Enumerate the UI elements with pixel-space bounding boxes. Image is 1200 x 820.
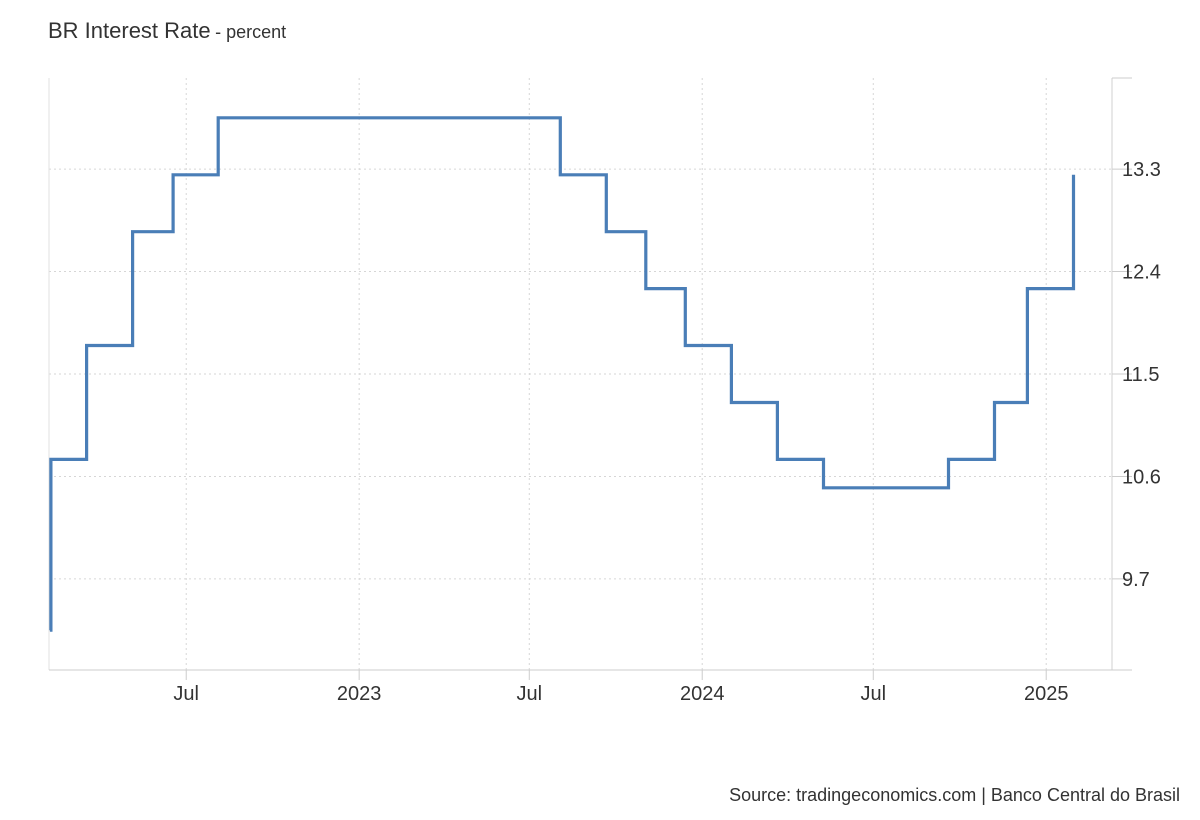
x-tick-label: 2023 [337,683,382,705]
x-tick-label: Jul [516,683,542,705]
chart-title: BR Interest Rate [48,18,211,43]
x-tick-label: 2025 [1024,683,1069,705]
x-tick-label: 2024 [680,683,725,705]
chart-header: BR Interest Rate - percent [48,18,286,44]
chart-source: Source: tradingeconomics.com | Banco Cen… [729,785,1180,805]
y-tick-label: 9.7 [1122,569,1150,591]
y-tick-label: 10.6 [1122,466,1161,488]
y-tick-label: 12.4 [1122,262,1161,284]
y-tick-label: 11.5 [1122,364,1159,386]
x-tick-label: Jul [860,683,886,705]
chart-subtitle: - percent [215,22,287,42]
series-line [49,116,1076,632]
x-tick-label: Jul [173,683,199,705]
y-tick-label: 13.3 [1122,159,1161,181]
